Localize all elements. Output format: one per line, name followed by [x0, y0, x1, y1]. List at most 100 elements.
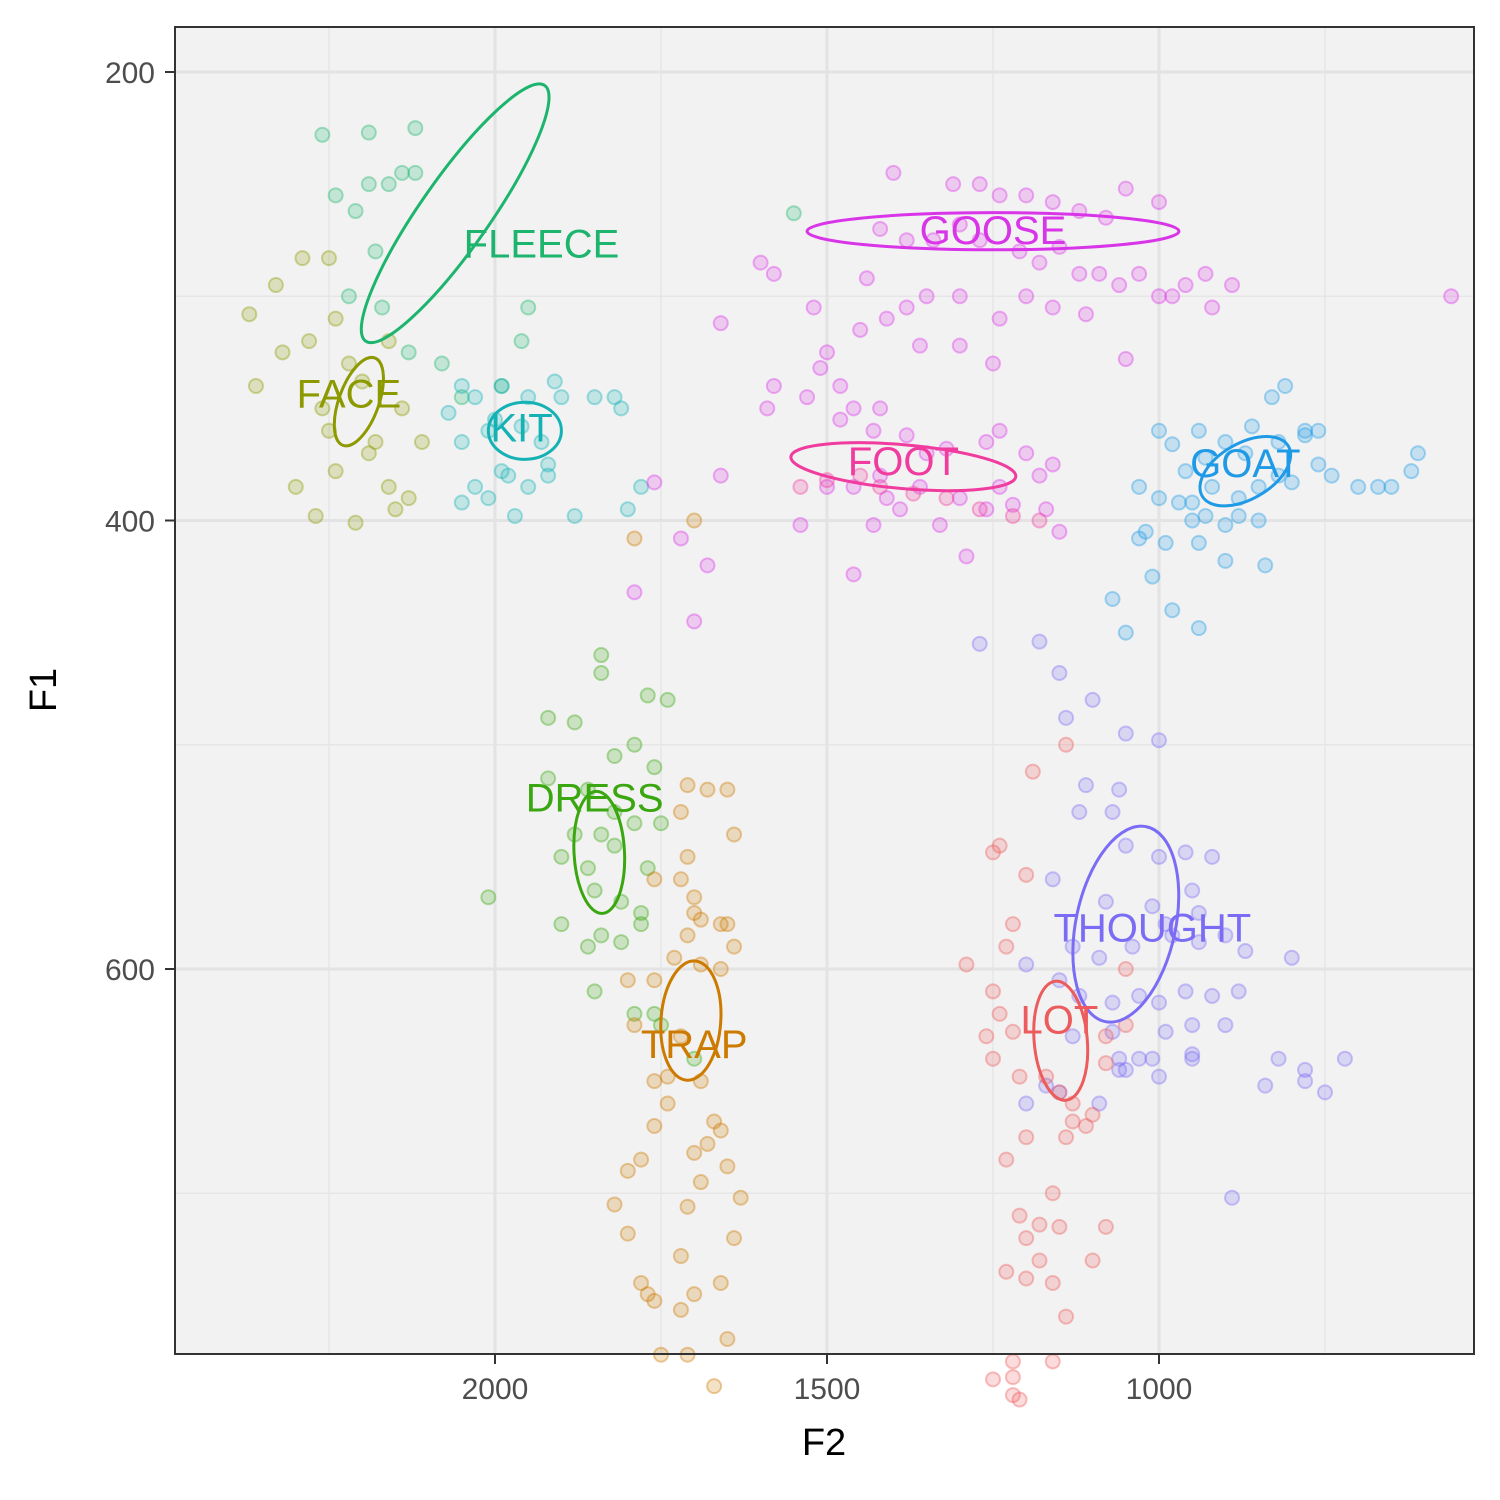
data-point: [1018, 1095, 1035, 1112]
data-point: [1077, 306, 1094, 323]
data-point: [1077, 1117, 1094, 1134]
data-point: [1117, 1061, 1134, 1078]
data-point: [579, 938, 596, 955]
data-point: [1044, 1185, 1061, 1202]
data-point: [1270, 467, 1287, 484]
data-point: [400, 344, 417, 361]
data-point: [1018, 1129, 1035, 1146]
data-point: [958, 548, 975, 565]
data-point: [586, 389, 603, 406]
data-point: [327, 310, 344, 327]
data-point: [593, 664, 610, 681]
data-point: [593, 927, 610, 944]
data-point: [752, 254, 769, 271]
data-point: [1004, 496, 1021, 513]
data-point: [1224, 1189, 1241, 1206]
data-point: [1164, 602, 1181, 619]
data-point: [626, 584, 643, 601]
data-point: [712, 916, 729, 933]
data-point: [1011, 1391, 1028, 1408]
y-tick-label: 400: [105, 506, 155, 539]
data-point: [1097, 1055, 1114, 1072]
data-point: [327, 187, 344, 204]
data-point: [626, 736, 643, 753]
data-point: [1443, 288, 1460, 305]
data-point: [579, 860, 596, 877]
data-point: [1177, 463, 1194, 480]
data-point: [1044, 871, 1061, 888]
data-point: [606, 747, 623, 764]
data-point: [1058, 736, 1075, 753]
data-point: [1097, 893, 1114, 910]
data-point: [613, 400, 630, 417]
data-point: [819, 478, 835, 495]
ellipse-trap: [659, 959, 723, 1082]
data-point: [520, 389, 537, 406]
data-point: [971, 176, 988, 193]
data-point: [706, 1113, 723, 1130]
data-point: [812, 360, 829, 377]
data-point: [872, 400, 889, 417]
data-point: [985, 983, 1001, 1000]
vowel-label-goat: GOAT: [1190, 442, 1300, 486]
data-point: [533, 434, 550, 451]
data-point: [679, 848, 696, 865]
data-point: [1044, 1353, 1061, 1370]
ellipse-thought: [1071, 824, 1181, 1024]
data-point: [1204, 299, 1221, 316]
data-point: [1011, 243, 1028, 260]
data-point: [1064, 1028, 1081, 1045]
data-point: [1117, 837, 1134, 854]
data-point: [1144, 568, 1161, 585]
data-point: [1323, 467, 1340, 484]
data-point: [719, 916, 736, 933]
data-point: [1383, 478, 1400, 495]
data-point: [241, 306, 258, 323]
data-point: [1111, 1061, 1128, 1078]
data-point: [513, 333, 530, 350]
data-point: [1004, 1369, 1021, 1386]
data-point: [540, 467, 557, 484]
data-point: [672, 804, 689, 821]
data-point: [1091, 1095, 1108, 1112]
data-point: [586, 882, 603, 899]
data-point: [566, 508, 583, 525]
data-point: [394, 400, 411, 417]
data-point: [646, 1117, 663, 1134]
vowel-label-foot: FOOT: [848, 440, 959, 484]
data-point: [1310, 456, 1327, 473]
data-point: [1204, 848, 1221, 865]
data-point: [958, 956, 975, 973]
data-point: [858, 270, 875, 287]
data-point: [1157, 534, 1174, 551]
x-tick-label: 1000: [1126, 1373, 1193, 1406]
data-point: [407, 120, 424, 137]
data-point: [659, 1068, 676, 1085]
y-axis-title: F1: [23, 668, 65, 712]
data-point: [1038, 501, 1055, 518]
data-point: [1058, 709, 1075, 726]
data-point: [606, 837, 623, 854]
data-point: [1250, 512, 1267, 529]
data-point: [991, 837, 1008, 854]
data-point: [347, 514, 364, 531]
data-point: [872, 220, 889, 237]
vowel-label-lot: LOT: [1021, 998, 1099, 1042]
data-point: [1350, 478, 1367, 495]
data-point: [918, 288, 935, 305]
data-point: [453, 494, 470, 511]
data-point: [413, 434, 430, 451]
data-point: [1004, 916, 1021, 933]
data-point: [686, 889, 703, 906]
data-point: [998, 938, 1015, 955]
data-point: [692, 1174, 709, 1191]
data-point: [1151, 994, 1167, 1011]
data-point: [407, 164, 424, 181]
data-point: [719, 1158, 736, 1175]
data-point: [1111, 1050, 1128, 1067]
data-point: [593, 647, 610, 664]
data-point: [878, 310, 895, 327]
ellipse-fleece: [359, 82, 551, 345]
confidence-ellipses: [332, 82, 1293, 1102]
data-point: [985, 1050, 1001, 1067]
